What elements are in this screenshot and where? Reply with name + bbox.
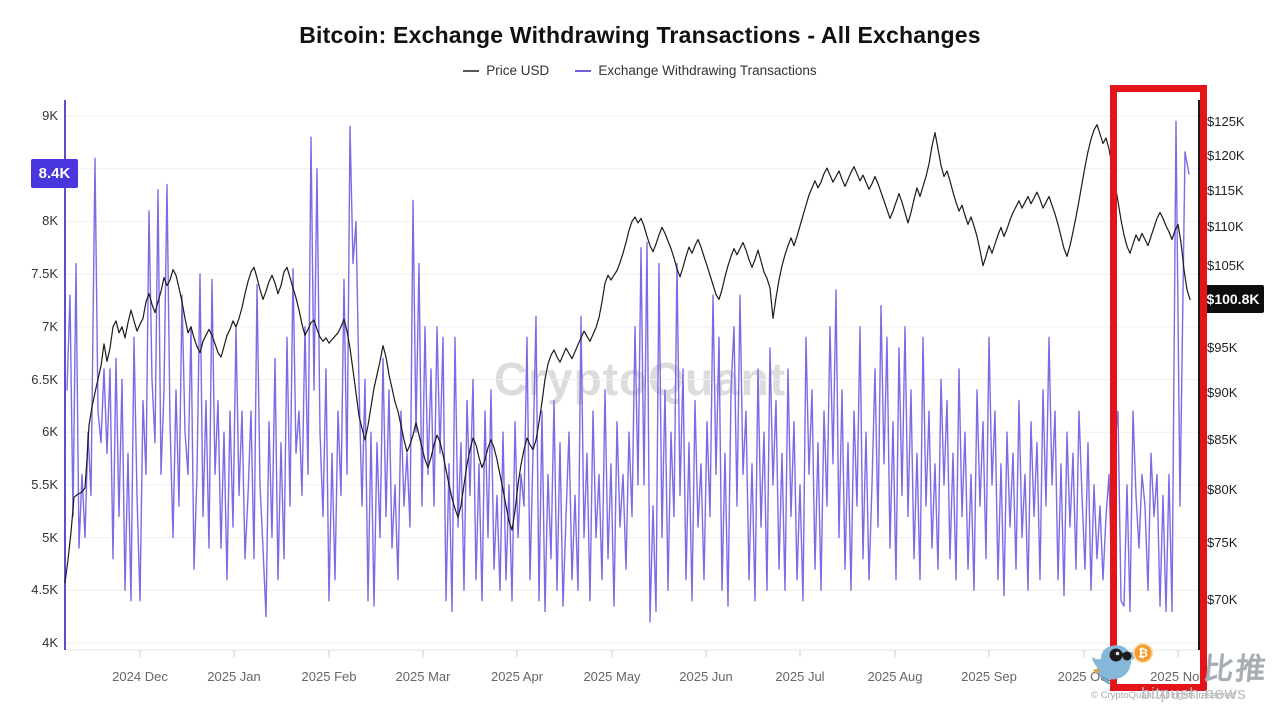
legend: Price USD Exchange Withdrawing Transacti… — [0, 63, 1280, 78]
x-axis-tick-label: 2025 Nov — [1150, 669, 1206, 684]
price-current-badge: $100.8K — [1202, 285, 1264, 314]
left-axis-tick-label: 4K — [42, 635, 58, 650]
x-axis-tick-label: 2025 Jul — [775, 669, 825, 684]
bitpush-brand-cn: 比推 — [1201, 653, 1270, 686]
legend-item-withdrawals[interactable]: Exchange Withdrawing Transactions — [575, 63, 817, 78]
x-axis-tick-label: 2025 Mar — [395, 669, 451, 684]
x-axis-tick-label: 2025 Apr — [490, 669, 544, 684]
copyright-text: © CryptoQuant. All rights reserved — [1091, 690, 1236, 701]
highlight-box — [1110, 85, 1207, 691]
x-axis-tick-label: 2025 Aug — [867, 669, 923, 684]
price-line-swatch — [463, 69, 480, 72]
right-axis-tick-label: $120K — [1207, 147, 1245, 163]
legend-item-price[interactable]: Price USD — [463, 63, 549, 78]
right-axis-tick-label: $85K — [1207, 431, 1238, 447]
left-axis-tick-label: 9K — [42, 108, 58, 123]
left-axis-tick-label: 7.5K — [31, 266, 58, 282]
right-axis-tick-label: $125K — [1207, 114, 1245, 129]
x-axis-tick-label: 2025 May — [583, 669, 641, 684]
right-axis-tick-label: $95K — [1207, 340, 1238, 356]
right-axis-tick-label: $75K — [1207, 535, 1238, 551]
x-axis-tick-label: 2025 Sep — [961, 669, 1017, 684]
x-axis-tick-label: 2024 Dec — [112, 669, 168, 684]
price-line — [64, 123, 1191, 584]
left-axis-tick-label: 8K — [42, 213, 58, 229]
withdrawals-line-swatch — [575, 69, 592, 72]
legend-label-withdrawals: Exchange Withdrawing Transactions — [598, 63, 817, 78]
x-axis-tick-label: 2025 Jun — [679, 669, 733, 684]
left-axis-tick-label: 5.5K — [31, 476, 58, 492]
withdrawals-current-badge: 8.4K — [31, 158, 78, 188]
withdrawals-line — [66, 120, 1190, 623]
bitpush-bird-icon — [1092, 645, 1141, 685]
right-axis-tick-label: $115K — [1207, 182, 1244, 198]
x-axis-tick-label: 2025 Feb — [301, 669, 357, 684]
left-axis-tick-label: 6K — [42, 424, 58, 440]
right-axis-tick-label: $70K — [1207, 592, 1238, 607]
left-axis-tick-label: 6.5K — [31, 371, 58, 387]
x-axis-tick-label: 2025 Jan — [207, 669, 261, 684]
left-axis-tick-label: 7K — [42, 318, 58, 334]
left-axis-tick-label: 5K — [42, 529, 58, 545]
left-axis-tick-label: 4.5K — [31, 582, 58, 598]
right-axis-tick-label: $105K — [1207, 257, 1245, 273]
btc-coin-icon: ₿ — [1133, 643, 1153, 663]
right-axis-tick-label: $80K — [1207, 481, 1238, 497]
right-axis-tick-label: $90K — [1207, 384, 1238, 400]
bitpush-brand-domain: bitpush.news — [1141, 684, 1247, 703]
right-axis-tick-label: $110K — [1207, 219, 1244, 235]
legend-label-price: Price USD — [486, 63, 550, 78]
chart-title: Bitcoin: Exchange Withdrawing Transactio… — [299, 22, 981, 48]
